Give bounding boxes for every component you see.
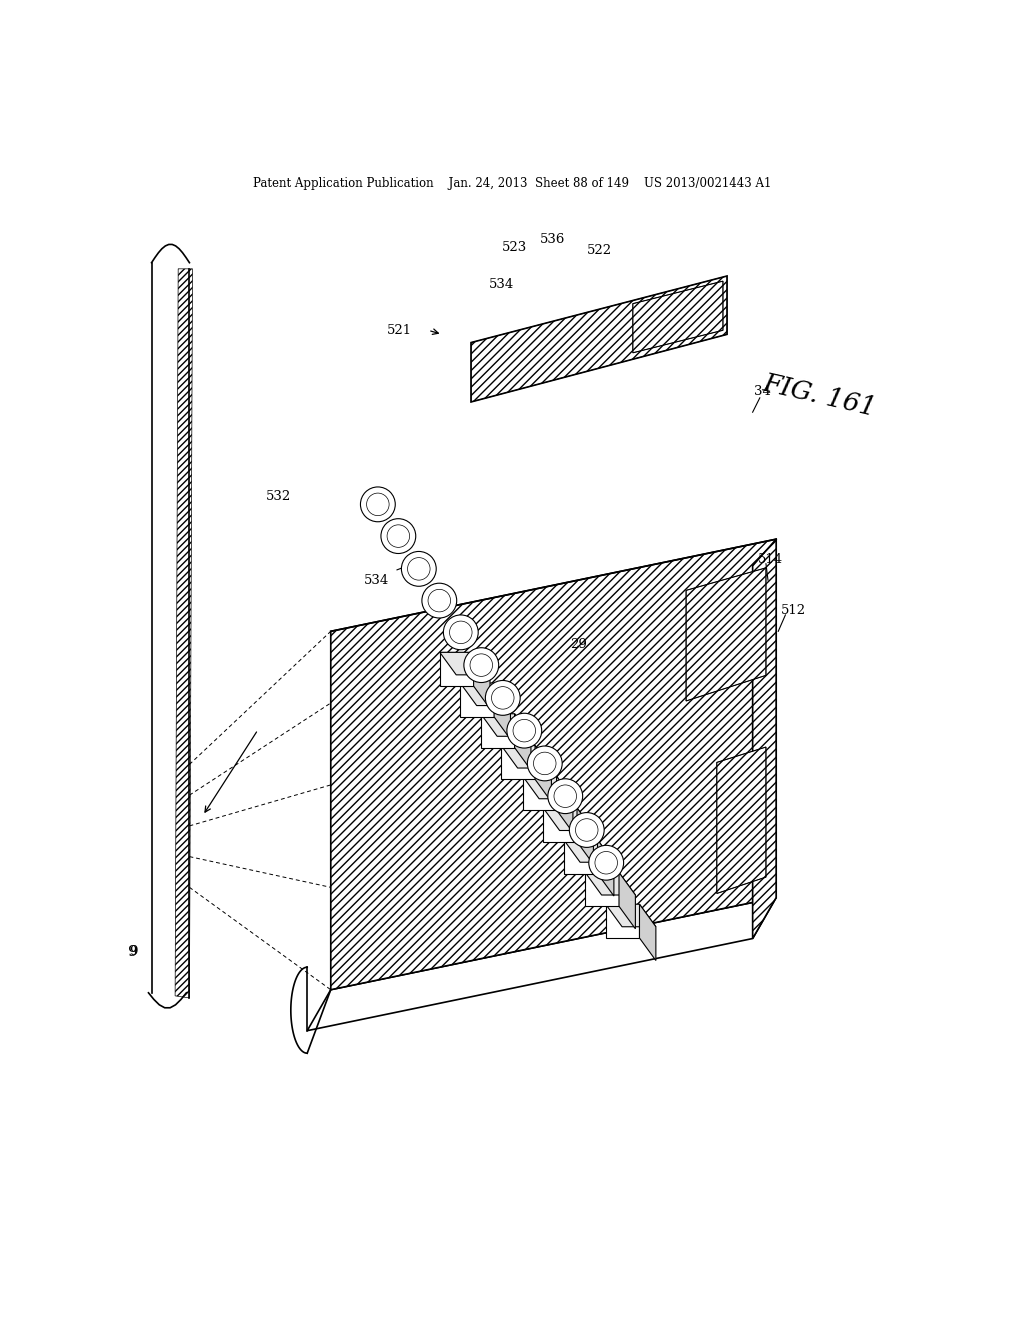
- Circle shape: [360, 487, 395, 521]
- Polygon shape: [481, 714, 514, 747]
- Polygon shape: [307, 898, 776, 1031]
- Polygon shape: [514, 714, 530, 770]
- Polygon shape: [440, 652, 473, 686]
- Text: 536: 536: [541, 232, 565, 246]
- Polygon shape: [535, 746, 551, 801]
- Text: 512: 512: [781, 605, 806, 618]
- Polygon shape: [606, 904, 639, 939]
- Text: 34: 34: [755, 385, 771, 399]
- Circle shape: [381, 519, 416, 553]
- Circle shape: [527, 746, 562, 781]
- Text: 522: 522: [587, 244, 611, 257]
- Polygon shape: [586, 873, 635, 895]
- Polygon shape: [502, 746, 551, 768]
- Circle shape: [422, 583, 457, 618]
- Polygon shape: [633, 281, 723, 352]
- Text: 521: 521: [387, 323, 412, 337]
- Polygon shape: [639, 904, 655, 961]
- Polygon shape: [473, 652, 490, 709]
- Circle shape: [464, 648, 499, 682]
- Polygon shape: [544, 808, 578, 842]
- Text: 532: 532: [266, 490, 291, 503]
- Polygon shape: [597, 840, 613, 896]
- Polygon shape: [606, 904, 655, 927]
- Text: FIG. 161: FIG. 161: [760, 371, 879, 421]
- Polygon shape: [495, 682, 511, 739]
- Text: Patent Application Publication    Jan. 24, 2013  Sheet 88 of 149    US 2013/0021: Patent Application Publication Jan. 24, …: [253, 177, 771, 190]
- Polygon shape: [461, 682, 511, 706]
- Circle shape: [548, 779, 583, 813]
- Polygon shape: [523, 776, 573, 799]
- Polygon shape: [557, 776, 573, 833]
- Polygon shape: [471, 276, 727, 403]
- Polygon shape: [563, 840, 613, 862]
- Circle shape: [443, 615, 478, 649]
- Text: 9: 9: [129, 945, 137, 958]
- Polygon shape: [563, 840, 597, 874]
- Polygon shape: [578, 808, 594, 865]
- Text: 29: 29: [570, 638, 587, 651]
- Text: 514: 514: [758, 553, 782, 566]
- Polygon shape: [717, 747, 766, 894]
- Circle shape: [589, 845, 624, 880]
- Polygon shape: [481, 714, 530, 737]
- Polygon shape: [502, 746, 535, 779]
- Polygon shape: [686, 568, 766, 701]
- Polygon shape: [523, 776, 557, 810]
- Circle shape: [401, 552, 436, 586]
- Polygon shape: [331, 539, 776, 990]
- Circle shape: [485, 681, 520, 715]
- Polygon shape: [753, 539, 776, 939]
- Polygon shape: [544, 808, 594, 830]
- Polygon shape: [618, 873, 635, 929]
- Circle shape: [507, 713, 542, 748]
- Text: 9: 9: [128, 945, 138, 958]
- Circle shape: [569, 813, 604, 847]
- Text: 523: 523: [502, 240, 526, 253]
- Polygon shape: [586, 873, 618, 907]
- Polygon shape: [461, 682, 495, 717]
- Polygon shape: [440, 652, 490, 675]
- Text: 534: 534: [365, 574, 389, 586]
- Text: 534: 534: [489, 277, 514, 290]
